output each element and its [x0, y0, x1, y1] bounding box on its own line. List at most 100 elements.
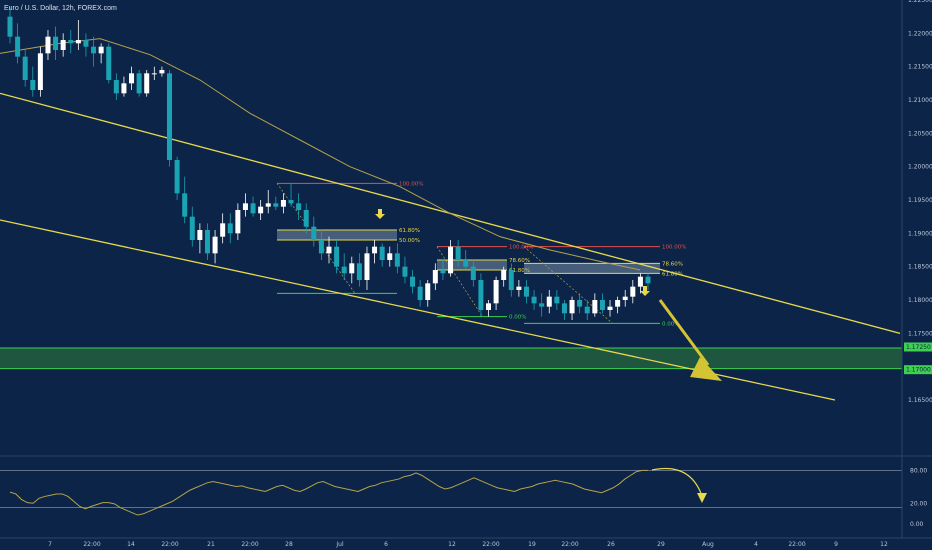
candle-body-45	[349, 263, 355, 274]
oscillator-tick-1: 20.00	[910, 501, 927, 508]
candle-47	[364, 246, 370, 290]
main-pane: 100.00% 61.80% 50.00% 100.00% 78.60% 61.80% 0.…	[0, 6, 902, 401]
candle-body-15	[121, 83, 127, 94]
time-tick-2: 14	[127, 541, 135, 548]
candle-body-68	[523, 286, 529, 297]
candle-39	[303, 203, 309, 234]
candle-36	[280, 193, 286, 214]
candle-body-28	[220, 223, 226, 237]
time-tick-8: 6	[384, 541, 388, 548]
candle-body-14	[113, 80, 119, 94]
candle-57	[440, 260, 446, 280]
price-axis[interactable]: 1.22500 1.22000 1.21500 1.21000 1.20500 1.200…	[901, 0, 932, 538]
candle-body-84	[645, 276, 651, 284]
candle-68	[523, 280, 529, 304]
candle-49	[379, 243, 385, 267]
candle-body-38	[296, 203, 302, 210]
fib-label-2-0: 100.00%	[662, 245, 686, 251]
candle-16	[129, 66, 135, 90]
candle-body-32	[250, 203, 256, 214]
candle-body-65	[501, 270, 507, 280]
candle-body-17	[136, 73, 142, 94]
fib-label-2-2: 61.80%	[662, 271, 683, 277]
candle-body-44	[341, 266, 347, 274]
candle-24	[189, 206, 195, 247]
candle-20	[159, 66, 165, 77]
fib-label-1-3: 0.00%	[509, 315, 526, 321]
candle-body-42	[326, 246, 332, 254]
candle-body-30	[235, 210, 241, 234]
candle-body-19	[151, 73, 157, 75]
candle-body-51	[394, 253, 400, 267]
candle-body-16	[129, 73, 135, 84]
candle-body-79	[607, 306, 613, 310]
candle-84	[645, 273, 651, 290]
candle-46	[356, 253, 362, 287]
candle-82	[630, 280, 636, 304]
candle-body-0	[7, 16, 13, 37]
fib-diagonal-0	[276, 183, 356, 294]
time-tick-12: 22:00	[561, 541, 578, 548]
down-arrow-marker-2	[640, 286, 650, 296]
candle-body-60	[463, 260, 469, 267]
candle-body-70	[539, 303, 545, 307]
price-tick-11: 1.16500	[908, 397, 932, 404]
candle-28	[220, 213, 226, 244]
candle-74	[569, 296, 575, 320]
candle-body-4	[37, 53, 43, 90]
price-tick-5: 1.20000	[908, 164, 932, 171]
candle-73	[561, 300, 567, 320]
candle-75	[577, 293, 583, 314]
time-tick-19: 12	[880, 541, 888, 548]
candle-35	[273, 196, 279, 210]
price-badge-label-1: 1.17000	[906, 367, 931, 374]
candle-body-26	[204, 230, 210, 254]
candle-body-11	[91, 46, 97, 54]
candle-body-62	[478, 280, 484, 310]
time-tick-15: Aug	[702, 541, 714, 548]
candle-25	[197, 223, 203, 254]
candle-body-8	[68, 40, 74, 44]
oscillator-pane	[0, 455, 932, 516]
time-axis[interactable]: 7 22:00 14 22:00 21 22:00 28 Jul 6 12 22:00 19 22:00…	[0, 537, 932, 548]
candle-52	[402, 256, 408, 284]
candle-2	[22, 50, 28, 87]
candle-body-47	[364, 253, 370, 280]
candle-body-72	[554, 296, 560, 304]
candle-body-73	[561, 303, 567, 314]
candle-58	[448, 240, 454, 277]
candle-71	[546, 290, 552, 314]
price-tick-0: 1.22500	[908, 0, 932, 4]
candle-34	[265, 190, 271, 214]
candle-body-13	[106, 46, 112, 80]
candle-48	[372, 240, 378, 264]
candle-42	[326, 236, 332, 264]
candle-body-21	[167, 73, 172, 160]
candle-body-20	[159, 70, 165, 74]
candle-body-81	[622, 296, 628, 300]
time-tick-11: 19	[528, 541, 536, 548]
candle-64	[493, 276, 499, 310]
candle-21	[167, 70, 172, 167]
candle-body-59	[455, 246, 461, 260]
candle-body-22	[174, 160, 180, 194]
candle-body-27	[212, 236, 218, 254]
candle-77	[592, 293, 598, 317]
candle-41	[318, 230, 324, 260]
time-tick-4: 21	[207, 541, 215, 548]
candle-66	[508, 263, 514, 297]
candle-body-63	[486, 303, 491, 310]
candle-43	[334, 240, 340, 274]
candle-body-41	[318, 240, 324, 254]
time-tick-0: 7	[48, 541, 52, 548]
candle-32	[250, 196, 256, 217]
time-tick-3: 22:00	[161, 541, 178, 548]
candle-body-5	[45, 36, 51, 54]
candle-body-1	[15, 36, 21, 57]
candle-body-76	[584, 306, 590, 314]
candle-body-24	[189, 216, 195, 240]
fib-label-0-2: 50.00%	[399, 238, 420, 244]
candle-69	[531, 290, 537, 310]
